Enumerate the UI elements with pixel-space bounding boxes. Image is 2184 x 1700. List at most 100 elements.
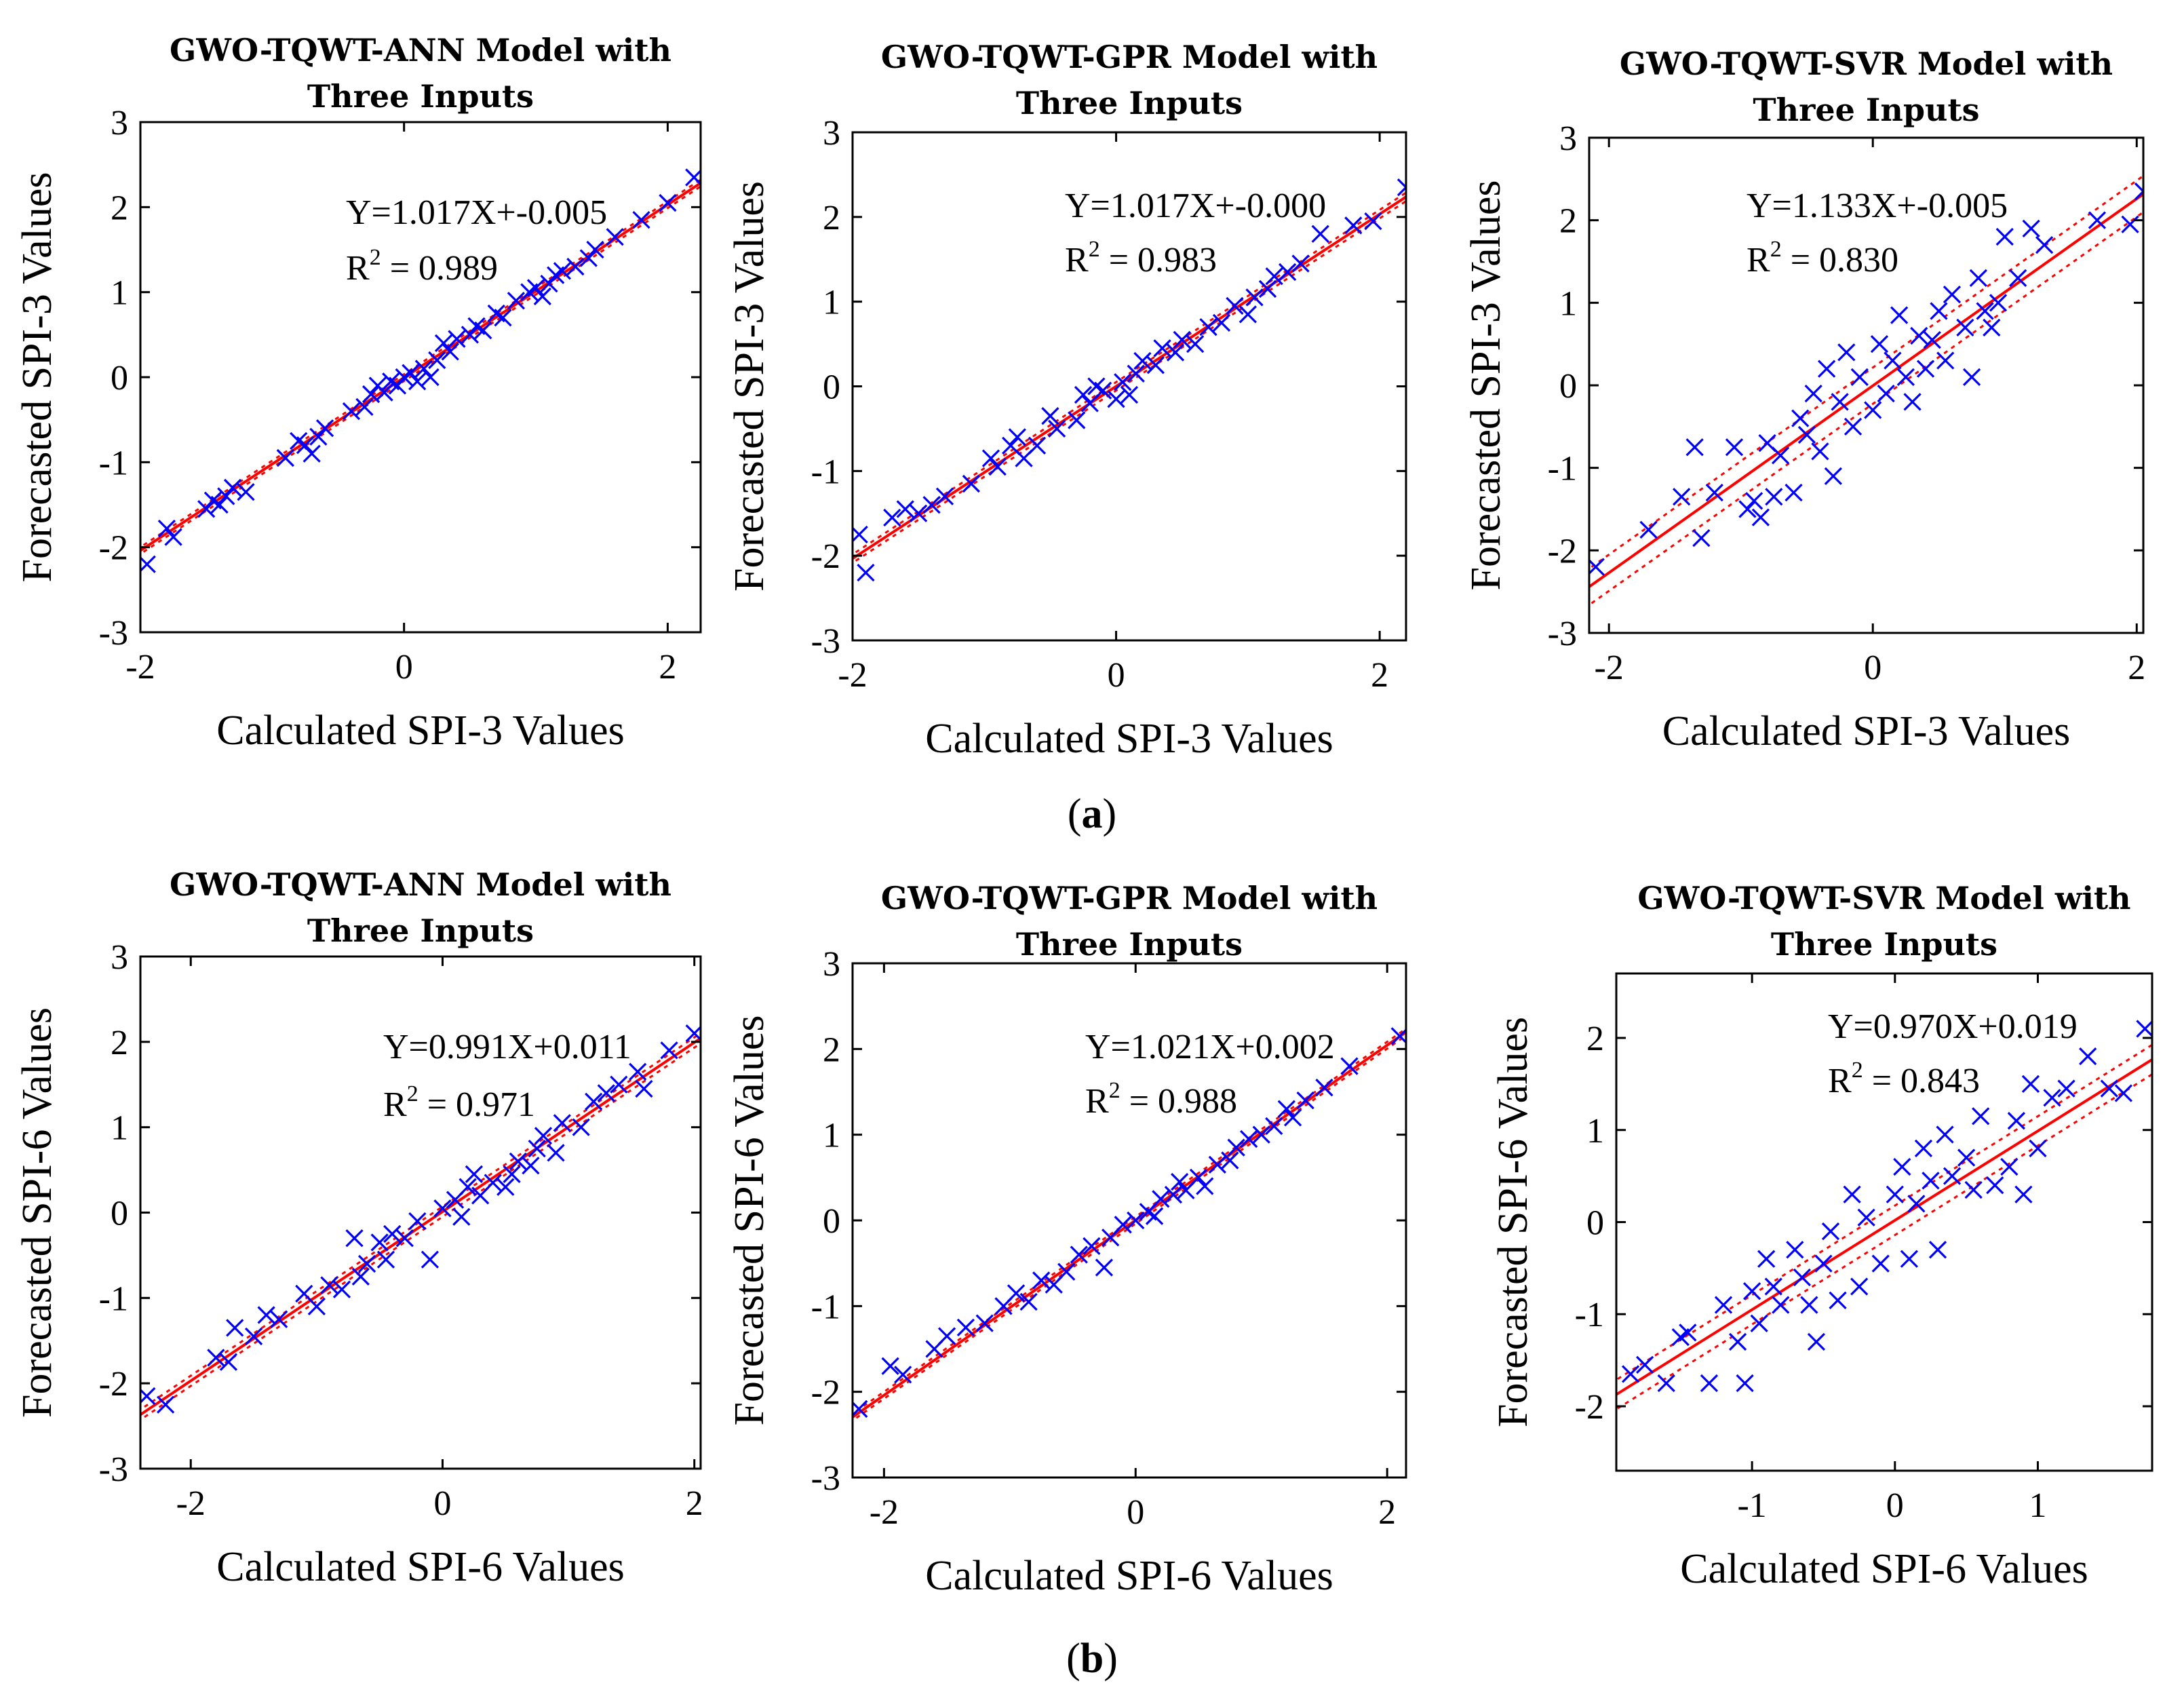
data-point [2134,182,2143,201]
data-point [1916,360,1935,378]
data-point [1995,227,2014,246]
data-point [1673,488,1691,506]
x-tick-label: -2 [125,648,155,687]
data-point [606,228,624,246]
data-point [1745,492,1763,510]
data-point [1843,1185,1861,1203]
data-point [1814,1254,1833,1273]
data-point [1983,318,2001,336]
data-point [433,1199,452,1218]
data-point [1127,364,1145,383]
data-point [2007,1112,2026,1130]
confidence-lower-line [1589,210,2143,606]
data-point [1265,1117,1283,1136]
data-point [1173,330,1191,349]
regression-equation: Y=1.017X+-0.000 [1065,187,1326,225]
regression-equation: Y=1.133X+-0.005 [1747,187,2008,225]
data-point [1969,269,1987,287]
data-point [496,1178,515,1196]
data-point [459,1178,477,1196]
data-point [408,1212,427,1231]
data-point [522,1157,540,1175]
data-point [566,257,585,276]
data-point [894,1366,912,1384]
r-squared-value: R2 = 0.971 [383,1081,535,1124]
data-point [244,1327,263,1346]
data-point [217,487,235,505]
data-point [1120,385,1139,404]
data-point [881,1357,899,1375]
data-point [1621,1365,1640,1383]
data-point [1107,390,1125,408]
r-squared-superscript: 2 [1770,237,1782,262]
r-squared-value: R2 = 0.988 [1085,1078,1237,1121]
data-point [1811,442,1829,461]
regression-line [853,195,1406,560]
y-axis-label: Forecasted SPI-3 Values [726,181,773,592]
data-point [1751,508,1770,526]
data-point [635,1079,653,1098]
r-squared-number: = 0.983 [1100,241,1217,279]
data-point [1344,216,1363,235]
data-point [1844,417,1863,436]
data-point [1068,411,1086,429]
y-tick-label: 0 [1586,1204,1604,1243]
y-tick-label: -1 [99,444,128,482]
data-point [1900,1250,1919,1268]
data-point [1786,1241,1804,1259]
x-tick-label: 0 [433,1484,451,1523]
y-tick-label: 1 [111,274,128,313]
data-point [376,1250,395,1269]
data-point [1166,343,1185,362]
y-tick-label: -2 [1548,532,1577,571]
data-point [1986,1176,2004,1195]
data-point [421,368,440,387]
y-tick-label: 3 [823,945,840,984]
x-tick-label: 0 [1127,1493,1144,1532]
data-point [1083,1237,1101,1256]
y-axis-label: Forecasted SPI-6 Values [1490,1017,1536,1427]
data-point [660,1041,678,1060]
data-point [1226,296,1244,315]
data-point [935,487,954,505]
data-point [507,292,526,310]
data-point [1890,306,1909,324]
plot-area [140,168,701,573]
x-tick-label: 0 [395,648,413,687]
data-point [465,1165,484,1184]
data-point [1700,1374,1719,1393]
data-point [1041,407,1059,425]
data-point [2057,1079,2075,1098]
data-point [309,427,328,446]
chart-b2: GWO-TQWT-GPR Model with Three Inputs -2 0 2 -… [726,880,1407,1599]
data-point [1857,1208,1875,1226]
y-tick-label: 2 [111,1024,128,1062]
data-point [629,1062,647,1081]
data-point [1277,1100,1295,1118]
confidence-upper-line [1589,174,2143,571]
r-squared-superscript: 2 [1852,1058,1863,1083]
data-point [2009,269,2027,287]
confidence-lower-line [853,199,1406,564]
data-point [1728,1332,1747,1351]
y-tick-label: 1 [823,284,840,322]
data-point [1311,225,1329,243]
data-point [1936,351,1955,370]
plot-area [1616,1020,2152,1411]
chart-title-line1: GWO-TQWT-GPR Model with [881,880,1378,916]
caption-open-paren: ( [1066,1636,1080,1682]
r-squared-value: R2 = 0.989 [346,245,498,288]
y-tick-label: -1 [99,1279,128,1318]
data-point [1886,1185,1904,1203]
data-point [1186,334,1205,353]
data-point [1831,393,1849,411]
data-point [448,330,466,348]
data-point [579,249,598,267]
data-point [962,474,980,493]
data-point [1791,409,1810,427]
data-point [1032,1271,1051,1290]
data-point [1964,1180,1983,1199]
y-tick-label: -2 [811,1374,840,1412]
data-point [853,525,868,544]
data-point [2000,1157,2019,1176]
